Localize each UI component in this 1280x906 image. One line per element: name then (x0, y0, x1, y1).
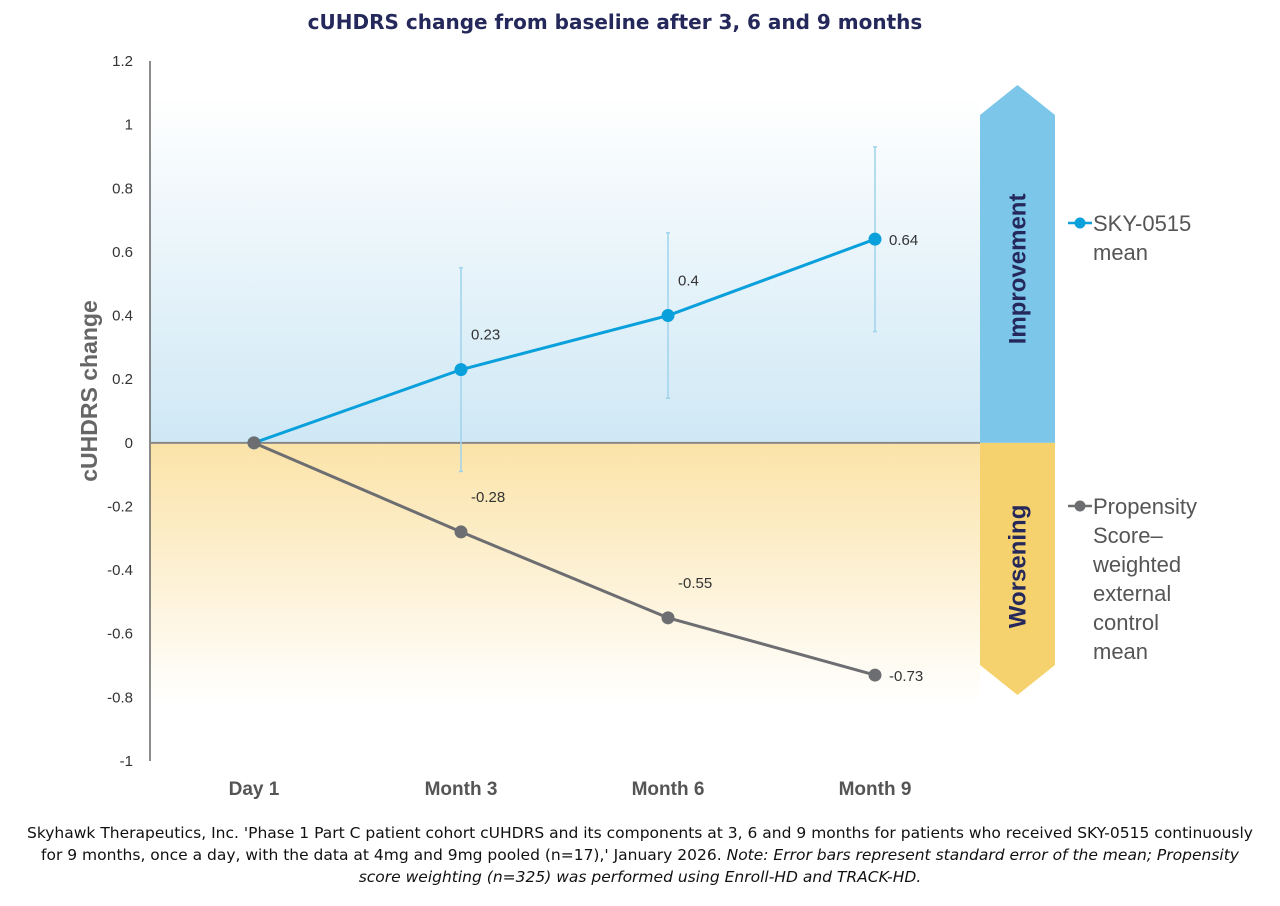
y-tick-label: 0.4 (112, 308, 133, 325)
y-tick-label: -0.2 (107, 498, 133, 515)
legend-control-text: external (1093, 581, 1171, 606)
data-point (868, 668, 882, 682)
x-tick-label: Month 9 (839, 779, 912, 800)
x-tick-label: Month 3 (425, 779, 498, 800)
worsening-label: Worsening (1005, 505, 1032, 629)
series-line (253, 237, 876, 445)
legend-sky-0515-text: mean (1093, 240, 1148, 265)
legend-control-marker (1074, 500, 1086, 512)
data-label: 0.64 (889, 232, 918, 249)
data-point (868, 232, 882, 246)
footnote: Skyhawk Therapeutics, Inc. 'Phase 1 Part… (20, 822, 1260, 888)
x-tick-label: Month 6 (632, 779, 705, 800)
y-axis-title: cUHDRS change (76, 300, 102, 481)
data-label: -0.73 (889, 668, 923, 685)
legend-control-text: weighted (1092, 552, 1181, 577)
series-line (253, 441, 876, 677)
chart: Improvement Worsening 1.2 1 0.8 0.6 0.4 0.2 0 -0… (76, 53, 1197, 800)
chart-title: cUHDRS change from baseline after 3, 6 a… (307, 10, 923, 34)
data-point (247, 436, 261, 450)
improvement-arrow (980, 85, 1055, 443)
data-label: -0.28 (471, 489, 505, 506)
legend-sky-0515-marker (1074, 217, 1086, 229)
improvement-label: Improvement (1005, 194, 1032, 345)
data-point (454, 525, 468, 539)
legend-control-text: Propensity (1093, 494, 1197, 519)
y-tick-label: 0.6 (112, 244, 133, 261)
worsening-arrow (980, 442, 1055, 695)
y-tick-label: -0.6 (107, 626, 133, 643)
y-tick-label: 0.2 (112, 371, 133, 388)
y-tick-label: 1.2 (112, 53, 133, 70)
y-tick-label: 0 (125, 435, 133, 452)
y-tick-label: -0.4 (107, 562, 133, 579)
y-tick-label: 0.8 (112, 180, 133, 197)
legend-control-text: mean (1093, 639, 1148, 664)
y-tick-label: -0.8 (107, 689, 133, 706)
footnote-note: Note: Error bars represent standard erro… (358, 846, 1239, 886)
y-tick-label: 1 (125, 117, 133, 134)
legend-sky-0515-text: SKY-0515 (1093, 211, 1191, 236)
legend-control-text: control (1093, 610, 1159, 635)
data-point (661, 309, 675, 323)
data-label: 0.4 (678, 273, 699, 290)
worsening-region (150, 442, 980, 703)
footnote-text: Skyhawk Therapeutics, Inc. 'Phase 1 Part… (27, 824, 1253, 864)
data-label: 0.23 (471, 327, 500, 344)
improvement-region (150, 95, 980, 443)
y-tick-label: -1 (120, 753, 133, 770)
data-point (454, 363, 468, 377)
data-point (661, 611, 675, 625)
x-tick-label: Day 1 (229, 779, 280, 800)
data-label: -0.55 (678, 575, 712, 592)
legend-control-text: Score– (1093, 523, 1163, 548)
